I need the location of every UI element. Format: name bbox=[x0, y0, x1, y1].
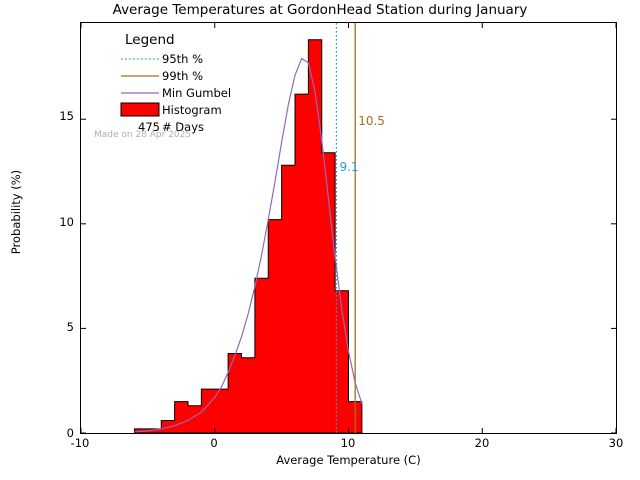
x-tick-label-20: 20 bbox=[474, 436, 490, 450]
legend: Legend 95th % 99th % Min Gumbel Histogra… bbox=[118, 32, 278, 135]
annotation-95th-value: 9.1 bbox=[339, 160, 359, 175]
x-tick-label-30: 30 bbox=[608, 436, 624, 450]
y-tick-label-10: 10 bbox=[59, 215, 74, 229]
legend-key-min-gumbel bbox=[118, 84, 162, 101]
legend-item-95th: 95th % bbox=[118, 50, 278, 67]
legend-label-days: # Days bbox=[162, 119, 204, 134]
annotation-99th-value: 10.5 bbox=[358, 114, 385, 129]
chart-title: Average Temperatures at GordonHead Stati… bbox=[112, 2, 528, 18]
legend-key-99th bbox=[118, 67, 162, 84]
x-tick-label--10: -10 bbox=[70, 436, 90, 450]
legend-item-99th: 99th % bbox=[118, 67, 278, 84]
watermark: Made on 28 Apr 2025 bbox=[94, 130, 192, 140]
x-axis-label: Average Temperature (C) bbox=[276, 453, 421, 467]
legend-label-99th: 99th % bbox=[162, 68, 204, 83]
y-tick-label-5: 5 bbox=[66, 320, 74, 334]
x-tick-label-0: 0 bbox=[210, 436, 218, 450]
legend-title: Legend bbox=[125, 32, 175, 48]
legend-key-histogram bbox=[118, 101, 162, 118]
plot-graphics bbox=[81, 23, 616, 433]
legend-label-95th: 95th % bbox=[162, 51, 204, 66]
legend-item-histogram: Histogram bbox=[118, 101, 278, 118]
legend-item-min-gumbel: Min Gumbel bbox=[118, 84, 278, 101]
series-line-0 bbox=[134, 57, 363, 433]
x-tick-label-10: 10 bbox=[340, 436, 356, 450]
y-tick-label-15: 15 bbox=[59, 109, 74, 123]
legend-key-95th bbox=[118, 50, 162, 67]
y-axis-label: Probability (%) bbox=[9, 169, 23, 255]
legend-label-min-gumbel: Min Gumbel bbox=[162, 85, 232, 100]
legend-label-histogram: Histogram bbox=[162, 102, 222, 117]
legend-days-count: 475 bbox=[138, 119, 160, 134]
plot-inner bbox=[81, 23, 616, 433]
histogram-bars bbox=[134, 39, 363, 433]
plot-area bbox=[80, 22, 617, 434]
legend-item-days: 475 # Days bbox=[118, 118, 278, 135]
y-tick-label-0: 0 bbox=[66, 426, 74, 440]
